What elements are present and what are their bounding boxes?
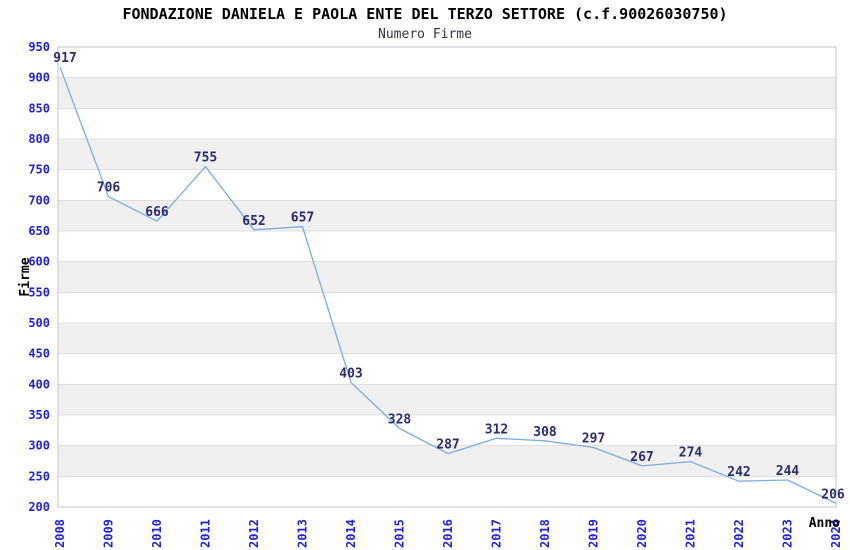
x-axis-tick-label: 2012 — [247, 519, 261, 548]
point-value-label: 652 — [242, 214, 265, 229]
x-axis-tick-label: 2015 — [393, 519, 407, 548]
y-axis-tick-label: 750 — [28, 163, 50, 177]
x-axis-tick-label: 2014 — [344, 519, 358, 548]
chart-title: FONDAZIONE DANIELA E PAOLA ENTE DEL TERZ… — [122, 5, 728, 23]
point-value-label: 312 — [485, 422, 508, 437]
point-value-label: 706 — [97, 181, 121, 196]
y-axis-tick-label: 500 — [28, 316, 50, 330]
plot-band — [58, 169, 836, 201]
x-axis-tick-label: 2010 — [150, 519, 164, 548]
y-axis-tick-label: 350 — [28, 408, 50, 422]
plot-band — [58, 415, 836, 446]
x-axis-tick-label: 2023 — [781, 519, 795, 548]
plot-band — [58, 353, 836, 385]
x-axis-tick-label: 2020 — [635, 519, 649, 548]
x-axis-tick-label: 2009 — [102, 519, 116, 548]
point-value-label: 274 — [679, 446, 703, 461]
x-axis-tick-label: 2013 — [296, 519, 310, 548]
point-value-label: 666 — [145, 205, 169, 220]
x-axis-tick-label: 2022 — [732, 519, 746, 548]
y-axis-title: Firme — [18, 257, 33, 297]
y-axis-tick-label: 450 — [28, 347, 50, 361]
point-value-label: 297 — [582, 432, 605, 447]
y-axis-tick-label: 800 — [28, 132, 50, 146]
plot-band — [58, 77, 836, 109]
x-axis-tick-label: 2017 — [490, 519, 504, 548]
y-axis-tick-label: 400 — [28, 377, 50, 391]
point-value-label: 917 — [53, 51, 76, 66]
x-axis-tick-label: 2016 — [441, 519, 455, 548]
plot-band — [58, 384, 836, 415]
point-value-label: 328 — [388, 412, 412, 427]
plot-band — [58, 47, 836, 78]
y-axis-tick-label: 300 — [28, 439, 50, 453]
x-axis-tick-label: 2008 — [53, 519, 67, 548]
plot-band — [58, 445, 836, 477]
y-axis-tick-label: 950 — [28, 40, 50, 54]
plot-band — [58, 323, 836, 354]
plot-band — [58, 139, 836, 170]
y-axis-tick-label: 200 — [28, 500, 50, 514]
plot-band — [58, 200, 836, 231]
plot-band — [58, 476, 836, 507]
point-value-label: 287 — [436, 438, 459, 453]
point-value-label: 403 — [339, 366, 362, 381]
y-axis-tick-label: 700 — [28, 193, 50, 207]
point-value-label: 242 — [727, 465, 750, 480]
series-line — [59, 66, 837, 504]
x-axis-title: Anno — [808, 516, 840, 531]
y-axis-tick-label: 600 — [28, 255, 50, 269]
x-axis-tick-label: 2011 — [199, 519, 213, 548]
point-value-label: 755 — [194, 151, 217, 166]
y-axis-tick-label: 900 — [28, 71, 50, 85]
point-value-label: 267 — [630, 450, 653, 465]
point-value-label: 244 — [776, 464, 800, 479]
x-axis-tick-label: 2021 — [684, 519, 698, 548]
plot-frame — [57, 46, 837, 508]
x-axis-tick-label: 2018 — [538, 519, 552, 548]
plot-band — [58, 231, 836, 262]
x-axis-tick-label: 2019 — [587, 519, 601, 548]
plot-band — [58, 108, 836, 139]
x-axis-tick-label: 2024 — [829, 519, 843, 548]
y-axis-tick-label: 550 — [28, 285, 50, 299]
y-axis-tick-label: 650 — [28, 224, 50, 238]
point-value-label: 308 — [533, 425, 557, 440]
plot-band — [58, 292, 836, 323]
y-axis-tick-label: 850 — [28, 101, 50, 115]
point-value-label: 206 — [821, 487, 845, 502]
chart-subtitle: Numero Firme — [378, 27, 472, 42]
y-axis-tick-label: 250 — [28, 469, 50, 483]
plot-band — [58, 261, 836, 293]
point-value-label: 657 — [291, 211, 314, 226]
